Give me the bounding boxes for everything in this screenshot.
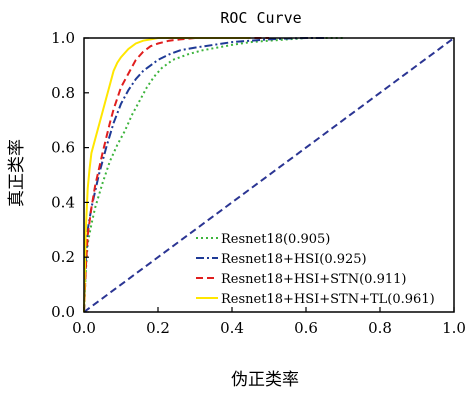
y-tick-label: 0.0 bbox=[51, 303, 75, 321]
y-tick-label: 0.4 bbox=[51, 193, 75, 211]
legend-label: Resnet18+HSI(0.925) bbox=[221, 252, 367, 267]
x-tick-label: 0.0 bbox=[72, 319, 96, 337]
x-tick-label: 0.2 bbox=[146, 319, 170, 337]
y-tick-label: 0.6 bbox=[51, 139, 75, 157]
x-tick-label: 1.0 bbox=[442, 319, 466, 337]
reference-diagonal-line bbox=[83, 37, 455, 313]
legend: Resnet18(0.905) Resnet18+HSI(0.925) Resnet… bbox=[196, 232, 435, 307]
legend-label: Resnet18+HSI+STN+TL(0.961) bbox=[221, 292, 435, 307]
legend-label: Resnet18(0.905) bbox=[221, 232, 330, 247]
x-tick-label: 0.6 bbox=[294, 319, 318, 337]
series-line-0 bbox=[83, 37, 343, 313]
plot-frame bbox=[83, 37, 455, 313]
plot-area bbox=[83, 37, 455, 313]
y-tick-label: 0.2 bbox=[51, 248, 75, 266]
y-axis-title: 真正类率 bbox=[7, 139, 27, 207]
axes: 0.0 0.2 0.4 0.6 0.8 1.0 0.0 0.2 0.4 0.6 0.8 1.0 bbox=[51, 29, 466, 337]
series-line-1 bbox=[83, 37, 325, 313]
chart-title: ROC Curve bbox=[220, 9, 301, 27]
x-axis-title: 伪正类率 bbox=[231, 370, 299, 390]
x-tick-label: 0.4 bbox=[220, 319, 244, 337]
y-tick-label: 1.0 bbox=[51, 29, 75, 47]
x-tick-label: 0.8 bbox=[368, 319, 392, 337]
series-line-3 bbox=[83, 37, 251, 313]
legend-label: Resnet18+HSI+STN(0.911) bbox=[221, 272, 406, 287]
y-tick-label: 0.8 bbox=[51, 84, 75, 102]
